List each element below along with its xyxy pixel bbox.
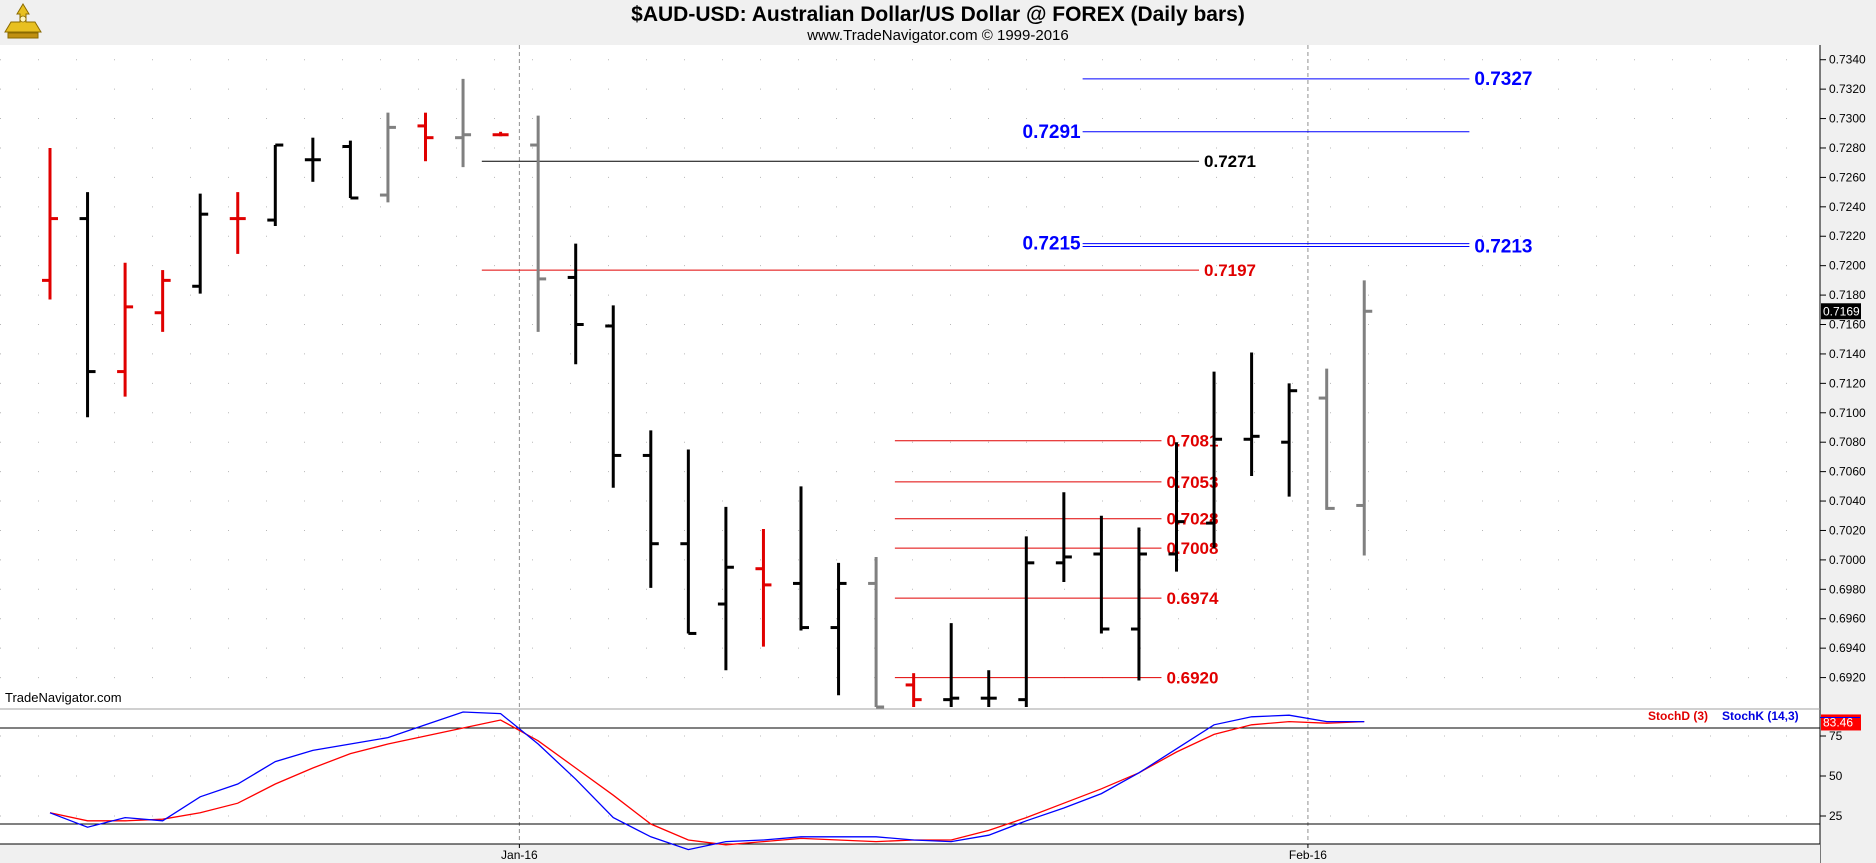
date-axis-panel	[0, 844, 1820, 863]
trade-navigator-logo-icon	[4, 3, 42, 39]
stoch-last-label: 83.46	[1823, 715, 1853, 729]
price-tick-label: 0.7260	[1829, 170, 1866, 184]
price-tick-label: 0.7240	[1829, 200, 1866, 214]
stoch-last-badge	[1821, 714, 1861, 731]
legend-stochk: StochK (14,3)	[1722, 709, 1799, 723]
price-tick-label: 0.6960	[1829, 612, 1866, 626]
price-tick-label: 0.7280	[1829, 141, 1866, 155]
price-tick-label: 0.7180	[1829, 288, 1866, 302]
price-tick-label: 0.7120	[1829, 376, 1866, 390]
level-label: 0.7197	[1204, 261, 1256, 280]
level-label: 0.7271	[1204, 152, 1256, 171]
level-label: 0.7028	[1166, 510, 1218, 529]
level-label: 0.7215	[1023, 234, 1082, 255]
chart-subtitle: www.TradeNavigator.com © 1999-2016	[807, 27, 1069, 44]
last-price-badge	[1821, 303, 1861, 320]
price-tick-label: 0.7220	[1829, 229, 1866, 243]
chart-title: $AUD-USD: Australian Dollar/US Dollar @ …	[631, 3, 1245, 26]
price-tick-label: 0.7060	[1829, 465, 1866, 479]
level-label: 0.7213	[1474, 237, 1532, 258]
stoch-tick-label: 50	[1829, 769, 1843, 783]
level-label: 0.7081	[1166, 432, 1218, 451]
price-tick-label: 0.6980	[1829, 582, 1866, 596]
price-tick-label: 0.7160	[1829, 318, 1866, 332]
watermark-label: TradeNavigator.com	[5, 690, 122, 705]
level-label: 0.7008	[1166, 539, 1218, 558]
price-tick-label: 0.7020	[1829, 523, 1866, 537]
stochd-line	[49, 719, 1365, 846]
price-tick-label: 0.7140	[1829, 347, 1866, 361]
level-label: 0.7291	[1023, 122, 1082, 143]
stoch-tick-label: 75	[1829, 729, 1843, 743]
level-label: 0.7327	[1474, 69, 1532, 90]
chart-header	[0, 0, 1876, 45]
date-tick-label: Feb-16	[1289, 848, 1327, 862]
level-label: 0.6920	[1166, 669, 1218, 688]
price-tick-label: 0.7080	[1829, 435, 1866, 449]
price-tick-label: 0.7340	[1829, 53, 1866, 67]
price-tick-label: 0.7300	[1829, 112, 1866, 126]
last-price-label: 0.7169	[1823, 304, 1860, 318]
price-tick-label: 0.7000	[1829, 553, 1866, 567]
price-tick-label: 0.7040	[1829, 494, 1866, 508]
price-tick-label: 0.6920	[1829, 671, 1866, 685]
level-label: 0.6974	[1166, 589, 1219, 608]
stochk-line	[49, 711, 1365, 851]
price-tick-label: 0.7320	[1829, 82, 1866, 96]
price-tick-label: 0.7200	[1829, 259, 1866, 273]
price-tick-label: 0.7100	[1829, 406, 1866, 420]
level-label: 0.7053	[1166, 473, 1218, 492]
legend-stochd: StochD (3)	[1648, 709, 1708, 723]
date-tick-label: Jan-16	[501, 848, 538, 862]
price-tick-label: 0.6940	[1829, 641, 1866, 655]
stoch-tick-label: 25	[1829, 809, 1843, 823]
